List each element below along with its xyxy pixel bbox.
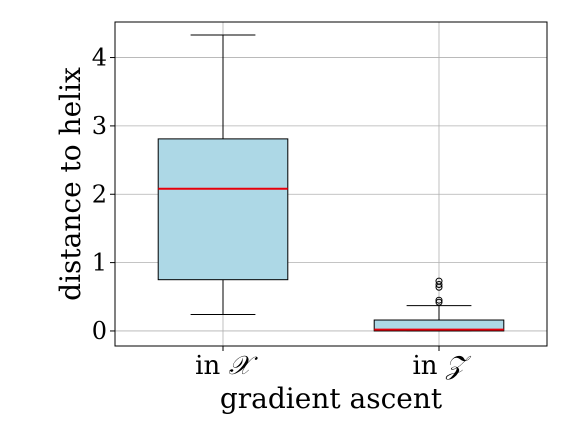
y-tick-label: 4 <box>92 44 107 72</box>
outlier-point <box>435 280 443 288</box>
box-group <box>373 277 505 332</box>
y-tick-label: 1 <box>92 249 107 277</box>
y-tick-label: 2 <box>92 180 107 208</box>
box-group <box>157 34 289 316</box>
x-tick-label: in 𝒳 <box>195 351 258 381</box>
plot-frame <box>114 21 548 347</box>
outlier-point <box>435 277 443 285</box>
box-layer <box>157 34 505 332</box>
x-axis-label: gradient ascent <box>220 382 443 415</box>
box-iqr <box>373 319 505 332</box>
outlier-point <box>435 296 443 304</box>
y-tick-label: 3 <box>92 112 107 140</box>
tick-layer: 0 1 2 3 4 in 𝒳 in 𝒵 <box>92 44 472 381</box>
y-tick-label: 0 <box>92 317 107 345</box>
outlier-point <box>435 298 443 306</box>
y-axis-label: distance to helix <box>54 67 87 301</box>
box-iqr <box>157 138 289 281</box>
x-tick-label: in 𝒵 <box>412 351 471 381</box>
